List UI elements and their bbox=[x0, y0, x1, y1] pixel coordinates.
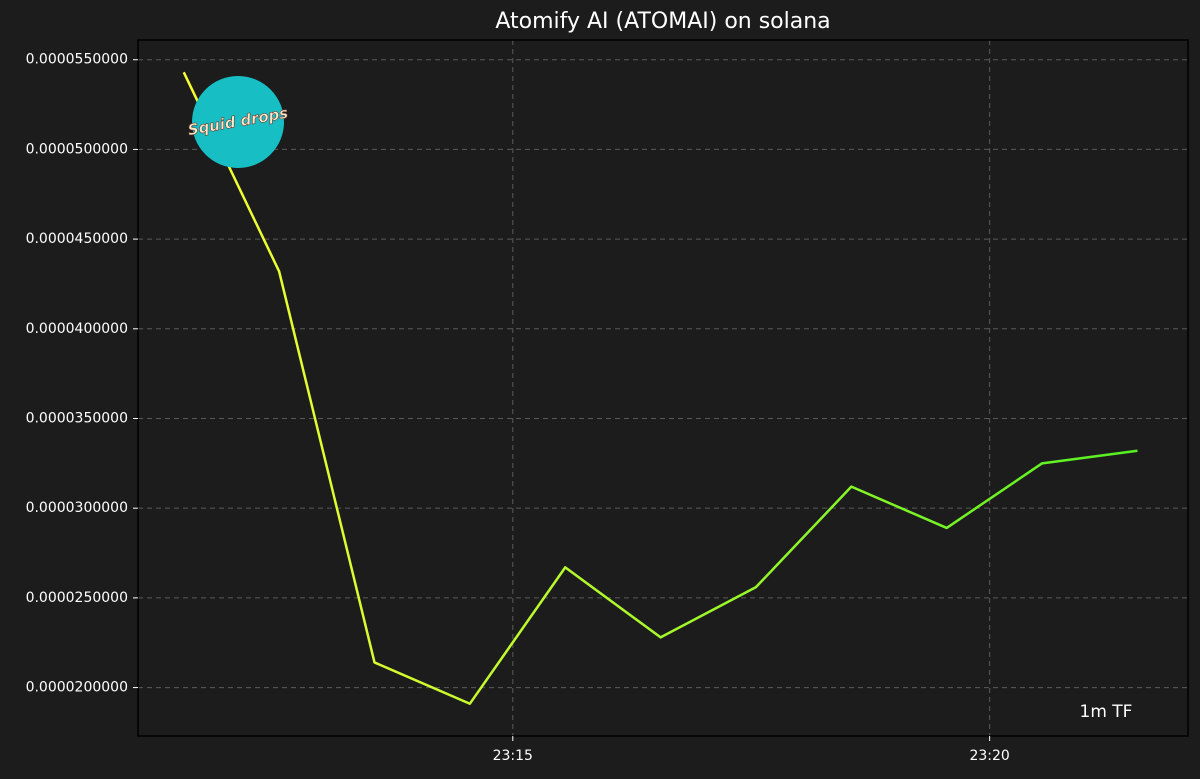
y-tick-label: 0.0000200000 bbox=[26, 680, 128, 696]
x-tick-label: 23:15 bbox=[493, 748, 533, 764]
y-tick-label: 0.0000350000 bbox=[26, 410, 128, 426]
watermark-logo: Squid drops bbox=[186, 76, 290, 168]
y-tick-label: 0.0000250000 bbox=[26, 590, 128, 606]
y-tick-label: 0.0000450000 bbox=[26, 231, 128, 247]
plot-area bbox=[138, 40, 1188, 736]
y-tick-label: 0.0000500000 bbox=[26, 141, 128, 157]
timeframe-annotation: 1m TF bbox=[1080, 702, 1133, 722]
x-tick-label: 23:20 bbox=[969, 748, 1009, 764]
price-line bbox=[182, 71, 1138, 705]
y-tick-label: 0.0000550000 bbox=[26, 52, 128, 68]
y-tick-label: 0.0000400000 bbox=[26, 321, 128, 337]
logo-circle bbox=[192, 76, 284, 168]
y-tick-label: 0.0000300000 bbox=[26, 500, 128, 516]
chart-title: Atomify AI (ATOMAI) on solana bbox=[495, 9, 830, 34]
axes-frame bbox=[137, 39, 1189, 737]
